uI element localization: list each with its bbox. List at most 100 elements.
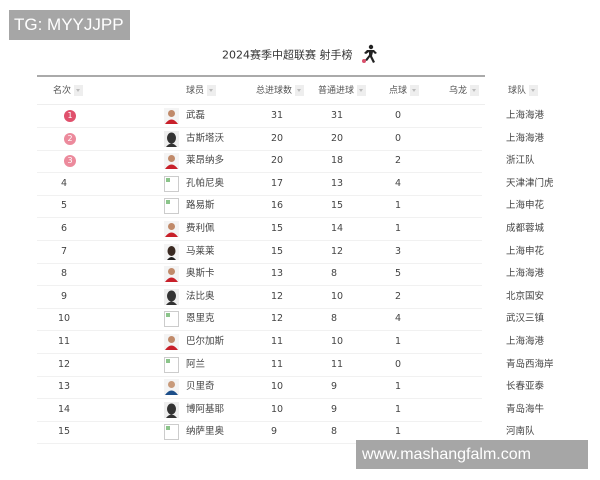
player-name[interactable]: 马莱莱	[186, 245, 215, 257]
player-name[interactable]: 路易斯	[186, 200, 215, 212]
penalty-goals: 0	[395, 358, 402, 370]
player-name[interactable]: 古斯塔沃	[186, 132, 225, 144]
sort-dropdown-icon[interactable]	[295, 85, 305, 96]
team-name[interactable]: 河南队	[506, 426, 535, 438]
team-name[interactable]: 青岛西海岸	[506, 358, 554, 370]
team-name[interactable]: 上海海港	[506, 110, 545, 121]
table-row[interactable]: 8 奥斯卡 13 8 5 上海海港	[37, 263, 544, 287]
player-name[interactable]: 巴尔加斯	[186, 336, 225, 347]
team-name[interactable]: 天津津门虎	[506, 177, 554, 189]
table-row[interactable]: 13 贝里奇 10 9 1 长春亚泰	[37, 376, 544, 400]
normal-goals: 13	[331, 177, 344, 189]
total-goals: 20	[271, 155, 284, 167]
player-name[interactable]: 阿兰	[186, 358, 206, 370]
header-own-goal[interactable]: 乌龙	[449, 82, 480, 100]
player-name[interactable]: 莱昂纳多	[186, 155, 225, 167]
table-row[interactable]: 4 孔帕尼奥 17 13 4 天津津门虎	[37, 173, 554, 196]
rank-cell: 7	[60, 245, 68, 257]
penalty-goals: 1	[395, 223, 402, 234]
rank-cell: 4	[60, 177, 68, 189]
team-name[interactable]: 上海海港	[506, 132, 545, 144]
player-name[interactable]: 孔帕尼奥	[186, 177, 225, 189]
total-goals: 20	[271, 132, 284, 144]
avatar	[164, 288, 179, 305]
table-row[interactable]: 15 纳萨里奥 9 8 1 河南队	[37, 421, 535, 445]
team-name[interactable]: 上海海港	[506, 268, 545, 280]
avatar	[164, 130, 179, 147]
rank-cell: 11	[57, 336, 71, 347]
table-row[interactable]: 10 恩里克 12 8 4 武汉三镇	[37, 308, 544, 332]
player-name[interactable]: 武磊	[186, 110, 206, 121]
table-row[interactable]: 7 马莱莱 15 12 3 上海申花	[37, 241, 544, 264]
table-row[interactable]: 2 古斯塔沃 20 20 0 上海海港	[37, 128, 544, 151]
team-name[interactable]: 青岛海牛	[506, 403, 545, 415]
player-name[interactable]: 奥斯卡	[186, 268, 215, 280]
avatar	[164, 356, 179, 373]
total-goals: 9	[271, 426, 278, 438]
table-row[interactable]: 12 阿兰 11 11 0 青岛西海岸	[37, 354, 554, 377]
rank-cell: 8	[60, 268, 68, 280]
player-name[interactable]: 恩里克	[186, 313, 215, 325]
total-goals: 11	[271, 358, 284, 370]
table-row[interactable]: 3 莱昂纳多 20 18 2 浙江队	[37, 150, 535, 174]
table-row[interactable]: 9 法比奥 12 10 2 北京国安	[37, 286, 544, 309]
penalty-goals: 5	[395, 268, 402, 280]
header-team[interactable]: 球队	[508, 82, 539, 100]
sort-dropdown-icon[interactable]	[357, 85, 367, 96]
player-name[interactable]: 博阿基耶	[186, 403, 225, 415]
header-own-goal-label: 乌龙	[449, 86, 468, 96]
rank-badge: 2	[64, 132, 76, 145]
header-rule	[37, 75, 485, 77]
table-row[interactable]: 11 巴尔加斯 11 10 1 上海海港	[37, 331, 544, 354]
penalty-goals: 1	[395, 336, 402, 347]
team-name[interactable]: 上海申花	[506, 200, 545, 212]
player-name[interactable]: 纳萨里奥	[186, 426, 225, 438]
header-divider	[37, 104, 485, 105]
total-goals: 16	[271, 200, 284, 212]
team-name[interactable]: 长春亚泰	[506, 381, 545, 393]
sort-dropdown-icon[interactable]	[410, 85, 420, 96]
header-total[interactable]: 总进球数	[256, 82, 305, 100]
normal-goals: 11	[331, 358, 344, 370]
avatar	[164, 311, 179, 328]
header-normal[interactable]: 普通进球	[318, 82, 367, 100]
team-name[interactable]: 上海海港	[506, 336, 545, 347]
normal-goals: 10	[331, 336, 344, 347]
sort-dropdown-icon[interactable]	[74, 85, 84, 96]
penalty-goals: 2	[395, 290, 402, 302]
normal-goals: 8	[331, 426, 338, 438]
penalty-goals: 1	[395, 200, 402, 212]
normal-goals: 20	[331, 132, 344, 144]
total-goals: 12	[271, 290, 284, 302]
table-row[interactable]: 1 武磊 31 31 0 上海海港	[37, 105, 544, 128]
sort-dropdown-icon[interactable]	[207, 85, 217, 96]
player-name[interactable]: 法比奥	[186, 290, 215, 302]
rank-cell: 14	[57, 403, 71, 415]
rank-cell: 6	[60, 223, 68, 234]
table-row[interactable]: 5 路易斯 16 15 1 上海申花	[37, 195, 544, 219]
header-rank[interactable]: 名次	[53, 82, 84, 100]
sort-dropdown-icon[interactable]	[470, 85, 480, 96]
table-row[interactable]: 14 博阿基耶 10 9 1 青岛海牛	[37, 399, 544, 422]
table-row[interactable]: 6 费利佩 15 14 1 成都蓉城	[37, 218, 544, 241]
team-name[interactable]: 武汉三镇	[506, 313, 545, 325]
normal-goals: 12	[331, 245, 344, 257]
player-name[interactable]: 费利佩	[186, 223, 215, 234]
team-name[interactable]: 北京国安	[506, 290, 545, 302]
header-player[interactable]: 球员	[186, 82, 217, 100]
team-name[interactable]: 上海申花	[506, 245, 545, 257]
total-goals: 17	[271, 177, 284, 189]
avatar	[164, 401, 179, 418]
normal-goals: 15	[331, 200, 344, 212]
header-penalty[interactable]: 点球	[389, 82, 420, 100]
normal-goals: 9	[331, 381, 338, 393]
team-name[interactable]: 浙江队	[506, 155, 535, 167]
team-name[interactable]: 成都蓉城	[506, 223, 545, 234]
sort-dropdown-icon[interactable]	[529, 85, 539, 96]
rank-cell: 13	[57, 381, 71, 393]
header-team-label: 球队	[508, 86, 527, 96]
rank-badge: 1	[64, 110, 76, 122]
penalty-goals: 4	[395, 313, 402, 325]
rank-cell: 9	[60, 290, 68, 302]
player-name[interactable]: 贝里奇	[186, 381, 215, 393]
